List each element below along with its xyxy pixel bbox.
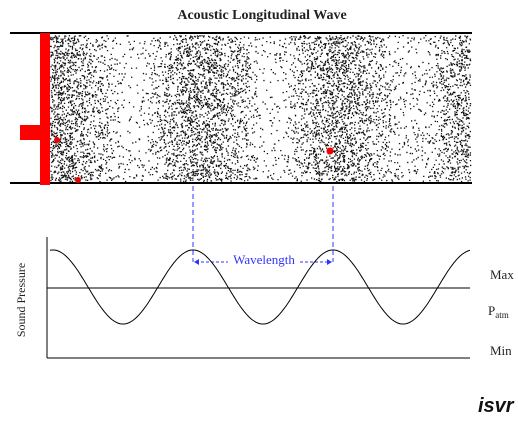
atm-label: Patm — [488, 303, 509, 320]
atm-main: P — [488, 303, 495, 318]
tracer-particle — [54, 137, 60, 143]
max-label: Max — [490, 267, 514, 282]
particle-field — [50, 35, 472, 183]
piston — [40, 33, 50, 185]
logo: isvr — [478, 395, 515, 417]
atm-sub: atm — [495, 310, 509, 320]
title: Acoustic Longitudinal Wave — [177, 8, 346, 23]
tracer-particle — [75, 177, 81, 183]
tracer-particle — [326, 147, 334, 155]
y-axis-label: Sound Pressure — [14, 263, 28, 337]
wavelength-label: Wavelength — [233, 252, 295, 267]
particles — [50, 35, 472, 183]
piston-rod — [20, 125, 40, 140]
min-label: Min — [490, 343, 512, 358]
pressure-wave — [49, 249, 471, 325]
